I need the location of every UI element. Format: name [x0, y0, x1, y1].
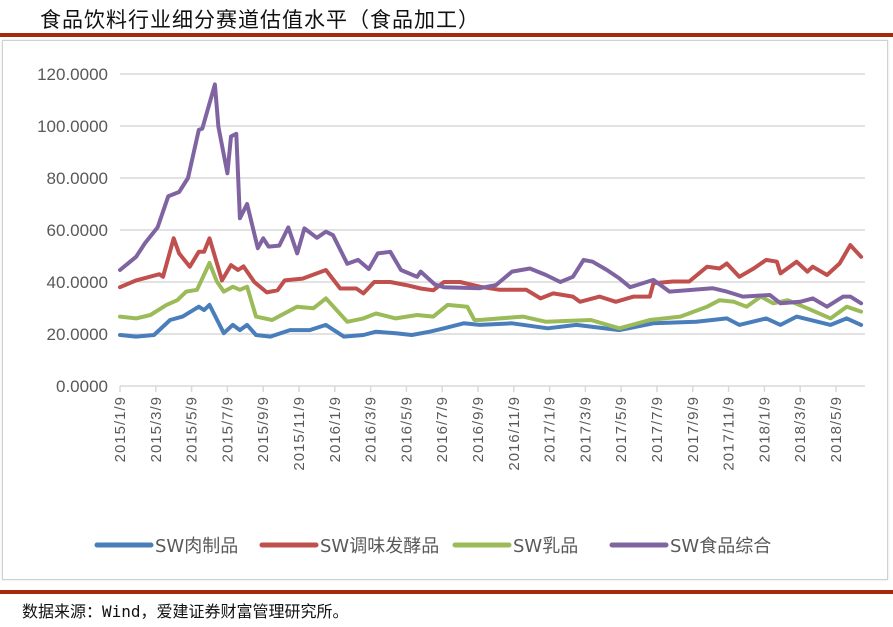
y-tick-label: 20.0000: [47, 325, 108, 344]
x-tick-label: 2018/1/9: [756, 396, 773, 462]
y-tick-label: 100.0000: [37, 117, 108, 136]
x-tick-label: 2017/5/9: [613, 396, 630, 462]
x-tick-label: 2015/9/9: [255, 396, 272, 462]
x-tick-label: 2015/3/9: [148, 396, 165, 462]
x-tick-label: 2018/5/9: [828, 396, 845, 462]
series-lines: [118, 82, 864, 339]
x-tick-label: 2015/11/9: [291, 396, 308, 471]
x-tick-label: 2016/7/9: [434, 396, 451, 462]
y-tick-label: 80.0000: [47, 169, 108, 188]
title-divider: [0, 33, 893, 37]
series-line-4: [118, 82, 864, 309]
y-tick-label: 60.0000: [47, 221, 108, 240]
y-tick-label: 120.0000: [37, 65, 108, 84]
y-tick-label: 40.0000: [47, 273, 108, 292]
legend-label: SW调味发酵品: [320, 536, 439, 557]
x-tick-label: 2016/5/9: [398, 396, 415, 462]
x-tick-label: 2017/11/9: [721, 396, 738, 471]
x-tick-label: 2017/1/9: [542, 396, 559, 462]
legend-label: SW食品综合: [670, 536, 771, 557]
legend: SW肉制品 SW调味发酵品 SW乳品 SW食品综合: [94, 536, 771, 557]
footer-divider: [0, 590, 893, 594]
x-tick-label: 2016/11/9: [506, 396, 523, 471]
x-tick-label: 2016/9/9: [470, 396, 487, 462]
figure-title: 食品饮料行业细分赛道估值水平（食品加工）: [40, 8, 480, 32]
source-note: 数据来源：Wind，爱建证券财富管理研究所。: [22, 602, 349, 621]
series-line-1: [118, 302, 864, 339]
y-tick-label: 0.0000: [56, 377, 108, 396]
x-tick-label: 2016/3/9: [363, 396, 380, 462]
gridlines: [120, 73, 865, 387]
x-tick-label: 2018/3/9: [792, 396, 809, 462]
x-tick-label: 2015/7/9: [219, 396, 236, 462]
x-tick-label: 2017/3/9: [577, 396, 594, 462]
x-tick-label: 2015/5/9: [184, 396, 201, 462]
legend-label: SW肉制品: [155, 536, 238, 557]
series-line-3: [118, 261, 864, 331]
x-tick-label: 2017/9/9: [685, 396, 702, 462]
x-tick-label: 2016/1/9: [327, 396, 344, 462]
x-tick-label: 2015/1/9: [112, 396, 129, 462]
legend-label: SW乳品: [513, 536, 578, 557]
series-line-2: [118, 236, 864, 304]
y-axis-ticks: 0.0000 20.0000 40.0000 60.0000 80.0000 100.00…: [37, 65, 108, 396]
chart-frame: [2, 40, 888, 580]
x-tick-label: 2017/7/9: [649, 396, 666, 462]
x-axis: 2015/1/9 2015/3/9 2015/5/9 2015/7/9 2015/9/9…: [112, 386, 845, 471]
